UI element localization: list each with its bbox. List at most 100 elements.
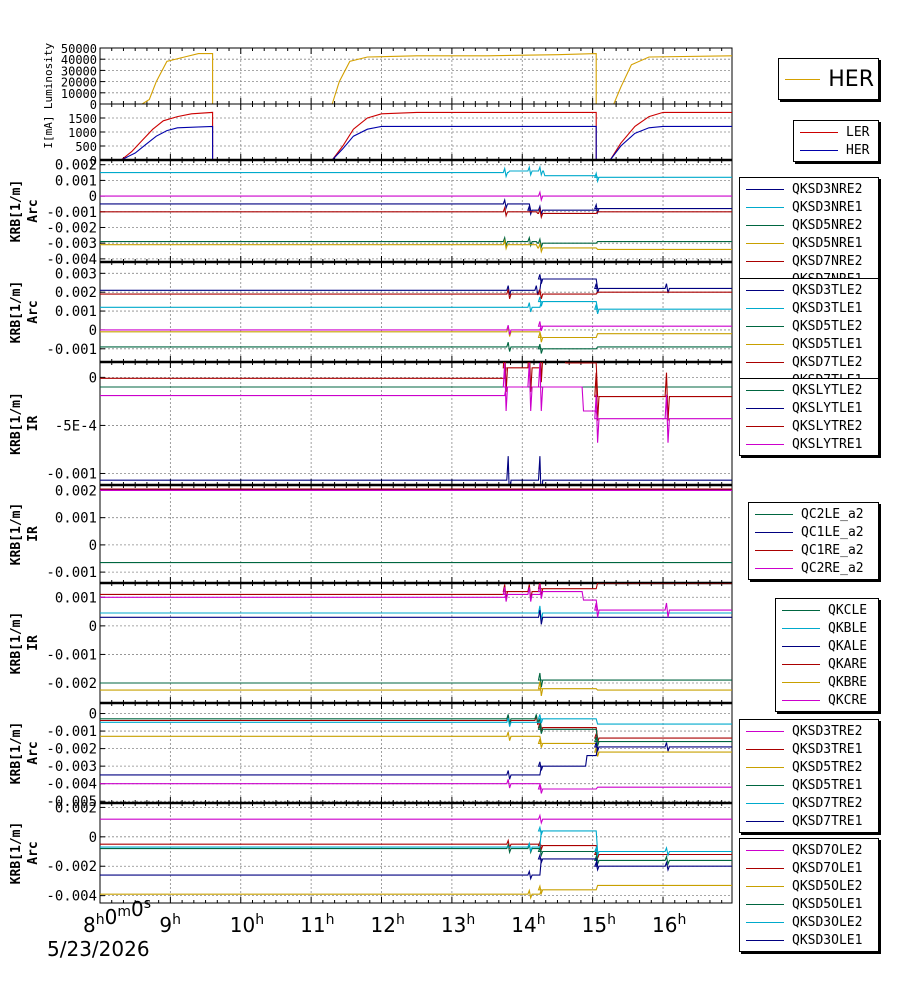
legend-ir2: QC2LE_a2 QC1LE_a2 QC1RE_a2 QC2RE_a2 xyxy=(748,502,879,580)
y-axis-label: KRB[1/m] xyxy=(9,180,24,243)
y-tick-label: 0 xyxy=(89,707,97,723)
legend-label: QKARE xyxy=(828,656,868,672)
y-tick-label: 50000 xyxy=(61,42,97,56)
legend-label: QKSD7OLE2 xyxy=(792,842,863,858)
series-line-QKSD3TRE2 xyxy=(100,779,732,794)
y-tick-label: -0.001 xyxy=(46,724,97,740)
y-tick-label: 0.001 xyxy=(55,304,97,320)
legend-entry: QKSD3TLE2 xyxy=(746,281,874,299)
legend-entry: QKSD5NRE2 xyxy=(746,216,874,234)
legend-entry: QKSD7TRE2 xyxy=(746,794,874,812)
series-line-QKSD7TLE2 xyxy=(100,289,732,299)
panel-frame xyxy=(99,47,733,105)
y-axis-label: KRB[1/m] xyxy=(9,822,24,885)
legend-label: QKSD7TRE1 xyxy=(792,813,863,829)
series-line-QKSD5NRE2 xyxy=(100,235,732,250)
legend-current: LER HER xyxy=(793,120,879,162)
series-line-QKSD7TRE1 xyxy=(100,742,732,780)
legend-luminosity: HER xyxy=(778,58,879,100)
legend-entry: QKSD7OLE1 xyxy=(746,859,874,877)
legend-ir1: QKSLYTLE2 QKSLYTLE1 QKSLYTRE2 QKSLYTRE1 xyxy=(739,378,879,456)
y-axis-label-2: IR xyxy=(26,635,41,651)
y-tick-label: 0.001 xyxy=(55,590,97,606)
legend-label: QC2LE_a2 xyxy=(801,506,864,522)
x-tick-label: 14h xyxy=(511,912,545,937)
y-tick-label: 0.003 xyxy=(55,266,97,282)
series-line-QKSD7OLE2 xyxy=(100,813,732,825)
legend-swatch xyxy=(746,748,784,750)
y-tick-label: 500 xyxy=(75,140,97,154)
legend-arc4: QKSD7OLE2 QKSD7OLE1 QKSD5OLE2 QKSD5OLE1 QKSD… xyxy=(739,838,879,952)
legend-entry: QKSD5TLE2 xyxy=(746,317,874,335)
series-line-QKSD7OLE1 xyxy=(100,838,732,861)
x-tick-label: 16h xyxy=(652,912,686,937)
legend-entry: QKSD5OLE2 xyxy=(746,877,874,895)
legend-swatch xyxy=(746,903,784,905)
series-line-QKCLE xyxy=(100,672,732,688)
legend-swatch xyxy=(782,645,820,647)
y-tick-label: 0.001 xyxy=(55,511,97,527)
legend-label: QKSD3OLE2 xyxy=(792,914,863,930)
legend-entry: QKSLYTRE2 xyxy=(746,417,874,435)
series-line-LER xyxy=(100,111,732,160)
panel-ir1: -0.001 -5E-4 0 KRB[1/m] IR xyxy=(9,360,733,486)
legend-entry: QKCRE xyxy=(782,691,874,709)
x-tick-label: 11h xyxy=(300,912,334,937)
y-axis-label: Luminosity xyxy=(42,43,55,110)
panel-arc4: -0.004 -0.002 0 0.002 KRB[1/m] Arc xyxy=(9,800,733,905)
y-tick-label: -5E-4 xyxy=(55,418,97,434)
series-line-QKALE xyxy=(100,609,732,625)
legend-swatch xyxy=(746,921,784,923)
legend-swatch xyxy=(746,343,784,345)
legend-label: QKSD7TRE2 xyxy=(792,795,863,811)
legend-label: QKSD3OLE1 xyxy=(792,932,863,948)
series-line-QKSD5TRE2 xyxy=(100,731,732,757)
y-tick-label: 0.002 xyxy=(55,158,97,174)
legend-swatch xyxy=(800,149,838,151)
y-tick-label: -0.003 xyxy=(46,759,97,775)
legend-entry: HER xyxy=(800,141,874,159)
legend-entry: QKARE xyxy=(782,655,874,673)
y-tick-label: 0 xyxy=(89,619,97,635)
legend-swatch xyxy=(746,867,784,869)
series-line-QKSD7TRE2 xyxy=(100,714,732,727)
legend-entry: QC1RE_a2 xyxy=(755,541,874,559)
legend-label: QKALE xyxy=(828,638,868,654)
y-tick-label: 0 xyxy=(89,830,97,846)
legend-label: QKSD5OLE1 xyxy=(792,896,863,912)
y-tick-label: 1500 xyxy=(68,112,97,126)
series-line-QKSD3OLE1 xyxy=(100,853,732,881)
series-line-HER xyxy=(100,125,732,160)
legend-label: QKSD5TRE1 xyxy=(792,777,863,793)
legend-entry: QKSD3NRE1 xyxy=(746,198,874,216)
y-axis-label-2: Arc xyxy=(26,300,41,323)
legend-label: QKSD3TLE1 xyxy=(792,300,863,316)
legend-label: QKSD7TLE2 xyxy=(792,354,863,370)
legend-arc3: QKSD3TRE2 QKSD3TRE1 QKSD5TRE2 QKSD5TRE1 QKSD… xyxy=(739,719,879,833)
series-line-QKSD5NRE1 xyxy=(100,238,732,254)
y-axis-label-2: Arc xyxy=(26,841,41,864)
panel-frame xyxy=(99,484,733,584)
series-line-QKSD3TLE2 xyxy=(100,274,732,296)
legend-label: QKSD3TRE1 xyxy=(792,741,863,757)
series-line-QKSD5OLE2 xyxy=(100,884,732,900)
legend-entry: QKSD7NRE2 xyxy=(746,252,874,270)
y-tick-label: 0 xyxy=(89,538,97,554)
y-axis-label-2: IR xyxy=(26,416,41,432)
legend-label: QKSD5TRE2 xyxy=(792,759,863,775)
legend-swatch xyxy=(746,766,784,768)
panel-frame xyxy=(99,702,733,804)
y-tick-label: -0.001 xyxy=(46,205,97,221)
panel-frame xyxy=(99,361,733,486)
legend-label: QKBRE xyxy=(828,674,868,690)
legend-entry: QKSD3NRE2 xyxy=(746,180,874,198)
legend-label: LER xyxy=(846,124,870,140)
legend-entry: QKSLYTRE1 xyxy=(746,435,874,453)
y-axis-label: KRB[1/m] xyxy=(9,612,24,675)
legend-swatch xyxy=(746,425,784,427)
legend-swatch xyxy=(782,663,820,665)
legend-entry: QKBRE xyxy=(782,673,874,691)
series-line-QKSD3TLE1 xyxy=(100,296,732,315)
legend-entry: QKSD5OLE1 xyxy=(746,895,874,913)
legend-label: QC1LE_a2 xyxy=(801,524,864,540)
